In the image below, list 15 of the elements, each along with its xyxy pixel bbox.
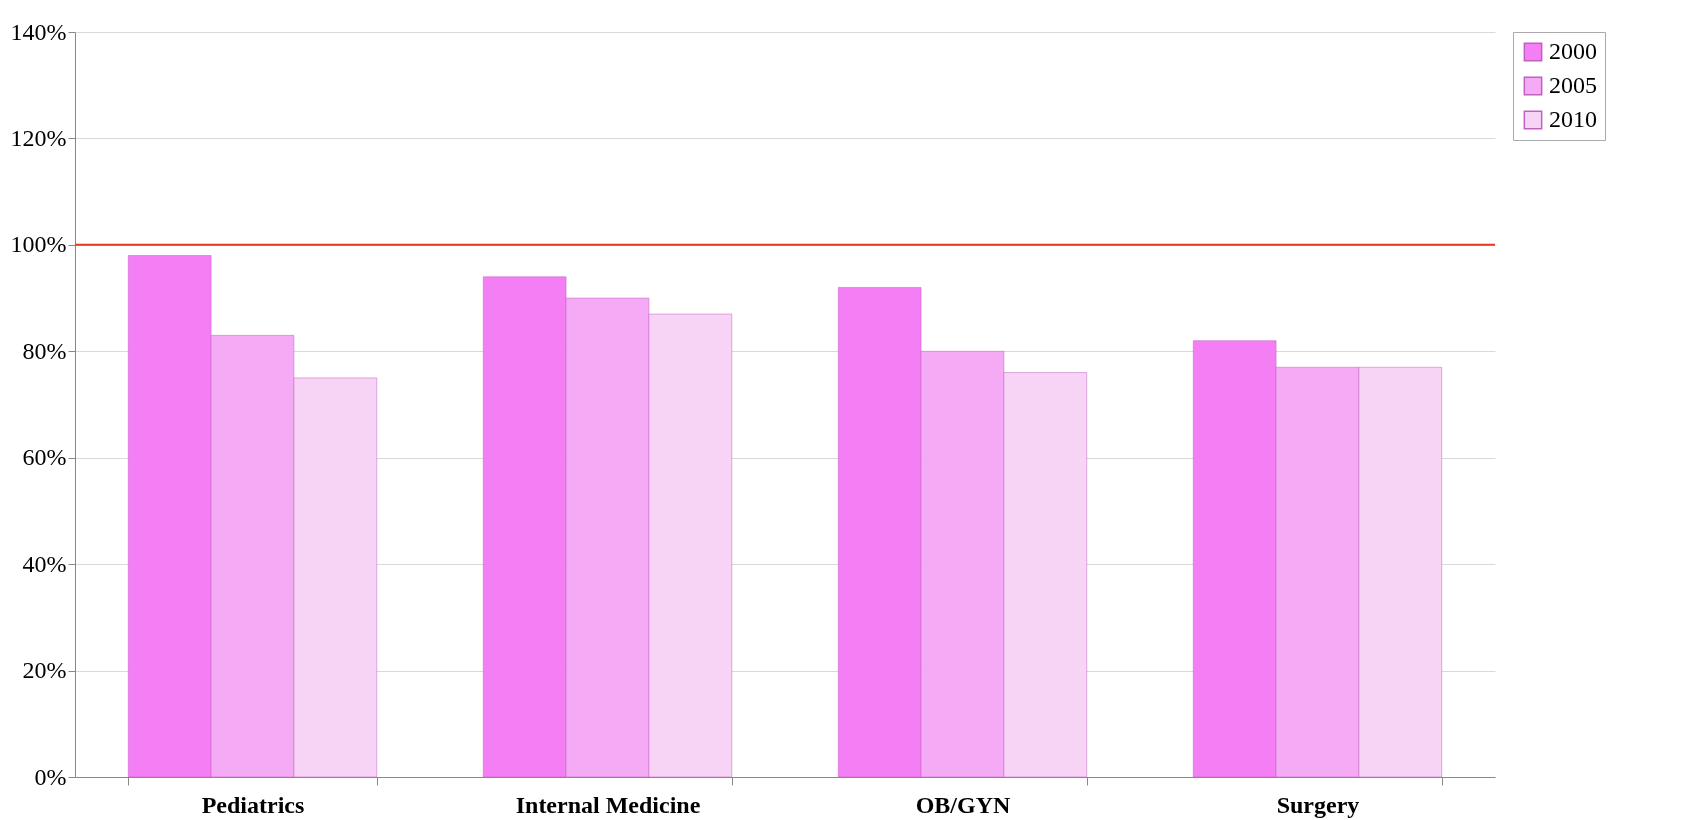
y-tick-label: 140%: [10, 18, 67, 45]
y-tick-label: 80%: [22, 337, 67, 364]
x-tick-label: Pediatrics: [201, 791, 305, 818]
y-tick-label: 0%: [34, 763, 67, 790]
legend-label: 2000: [1549, 38, 1597, 64]
y-tick-label: 120%: [10, 124, 67, 151]
y-tick-label: 40%: [22, 550, 67, 577]
x-tick-label: Internal Medicine: [515, 791, 701, 818]
x-tick-label: Surgery: [1276, 791, 1360, 818]
y-tick-label: 20%: [22, 657, 67, 684]
y-tick-label: 60%: [22, 444, 67, 471]
y-tick-label: 100%: [10, 231, 67, 258]
legend-label: 2010: [1549, 106, 1597, 132]
legend-label: 2005: [1549, 72, 1597, 98]
x-tick-label: OB/GYN: [915, 791, 1011, 818]
